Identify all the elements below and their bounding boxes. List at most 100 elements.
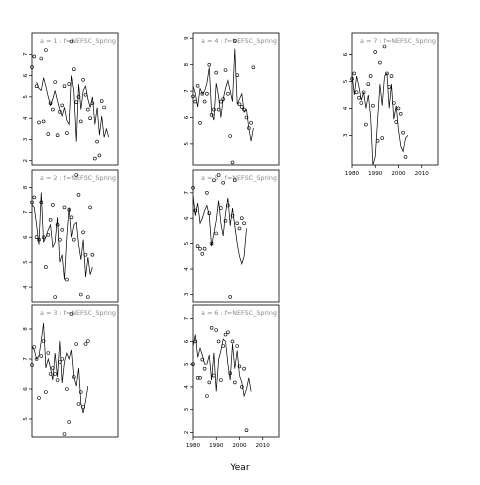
observed-point	[233, 39, 237, 43]
y-tick-label: 4	[23, 285, 29, 289]
panel-7: a = 6 : f=NEFSC_Spring 2 3 4 5 6 7 1980 1990 2000…	[184, 304, 280, 449]
observed-point	[58, 237, 62, 242]
observed-point	[86, 107, 90, 112]
observed-point	[398, 112, 403, 116]
observed-point	[235, 73, 239, 77]
observed-point	[394, 120, 399, 124]
observed-point	[60, 228, 65, 232]
observed-point	[37, 237, 41, 242]
x-axis-label: Year	[229, 463, 249, 473]
observed-point	[74, 173, 78, 177]
observed-point	[44, 390, 48, 394]
observed-point	[352, 71, 357, 76]
observed-point	[219, 378, 223, 382]
observed-point	[195, 244, 200, 248]
observed-point	[48, 101, 53, 106]
y-tick-label: 7	[184, 89, 190, 93]
observed-point	[88, 205, 92, 210]
y-tick-label: 4	[343, 106, 349, 110]
observed-point	[195, 375, 200, 380]
observed-point	[230, 160, 235, 165]
x-tick-label: 2000	[232, 443, 247, 449]
panel-title: a = 6 : f=NEFSC_Spring	[201, 309, 277, 317]
y-tick-label: 7	[23, 52, 29, 56]
observed-point	[53, 295, 58, 299]
observed-point	[387, 85, 392, 89]
observed-point	[247, 126, 251, 130]
observed-point	[378, 60, 382, 65]
observed-point	[193, 99, 198, 104]
observed-point	[60, 103, 65, 108]
observed-point	[195, 84, 200, 88]
observed-point	[242, 221, 246, 226]
y-tick-label: 6	[23, 387, 29, 391]
observed-point	[67, 82, 71, 86]
observed-point	[95, 139, 99, 144]
y-tick-label: 8	[23, 327, 29, 331]
y-tick-label: 6	[184, 339, 190, 343]
observed-point	[79, 119, 83, 124]
fitted-series-line	[36, 75, 110, 142]
observed-point	[198, 246, 202, 251]
observed-point	[226, 91, 230, 96]
observed-point	[371, 103, 375, 108]
y-tick-label: 6	[184, 216, 190, 220]
observed-point	[90, 252, 95, 257]
observed-point	[228, 295, 232, 299]
observed-point	[69, 312, 74, 316]
y-tick-label: 3	[343, 133, 349, 137]
observed-point	[237, 102, 242, 107]
panel-3: a = 7 : f=NEFSC_Spring 3 4 5 6 1980 1990 2000 20…	[343, 32, 439, 177]
observed-point	[373, 50, 378, 54]
observed-point	[62, 84, 67, 88]
panel-2: a = 4 : f=NEFSC_Spring 5 6 7 8 9	[184, 32, 280, 166]
observed-point	[230, 213, 235, 218]
observed-point	[244, 115, 249, 120]
observed-point	[41, 119, 46, 124]
observed-point	[364, 122, 368, 127]
observed-point	[207, 211, 212, 215]
observed-point	[366, 82, 371, 86]
panel-title: a = 7 : f=NEFSC_Spring	[360, 37, 436, 45]
observed-point	[93, 156, 97, 161]
panel-1: a = 1 : f=NEFSC_Spring 2 3 4 5 6 7	[23, 32, 119, 166]
observed-point	[102, 105, 106, 110]
observed-point	[72, 67, 76, 71]
observed-point	[198, 121, 202, 125]
observed-point	[62, 432, 67, 436]
y-tick-label: 4	[184, 385, 190, 389]
observed-point	[216, 107, 221, 112]
y-tick-label: 8	[184, 62, 190, 66]
observed-point	[65, 277, 69, 282]
observed-point	[30, 65, 34, 69]
observed-point	[30, 363, 34, 367]
observed-point	[205, 91, 209, 96]
observed-point	[221, 344, 225, 348]
observed-point	[375, 139, 380, 143]
observed-point	[86, 339, 90, 343]
x-tick-label: 1990	[368, 171, 383, 177]
plot-frame	[31, 304, 119, 438]
fitted-series-line	[192, 334, 252, 398]
observed-point	[223, 219, 228, 223]
observed-point	[223, 332, 228, 337]
observed-point	[39, 56, 44, 61]
observed-point	[230, 339, 235, 344]
observed-point	[207, 62, 212, 67]
observed-point	[83, 252, 88, 257]
observed-point	[251, 65, 256, 70]
observed-point	[235, 344, 239, 348]
observed-point	[223, 68, 228, 72]
observed-point	[233, 380, 237, 385]
observed-point	[32, 195, 37, 200]
observed-point	[88, 116, 92, 120]
y-tick-label: 5	[23, 95, 29, 99]
observed-point	[361, 90, 366, 95]
x-tick-label: 1990	[209, 443, 224, 449]
observed-point	[380, 136, 385, 140]
observed-point	[200, 357, 205, 362]
observed-point	[214, 231, 218, 236]
y-tick-label: 5	[23, 260, 29, 264]
observed-point	[202, 246, 207, 251]
panel-4: a = 2 : f=NEFSC_Spring 4 5 6 7 8	[23, 169, 119, 303]
